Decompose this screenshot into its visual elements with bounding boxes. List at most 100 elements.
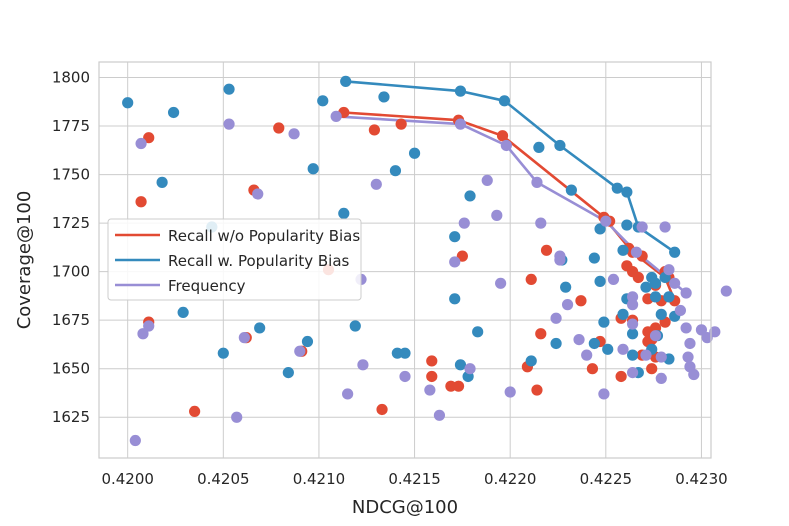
point-frequency xyxy=(617,343,629,355)
point-recall-w-popularity xyxy=(588,337,600,350)
point-recall-w-popularity xyxy=(307,163,319,175)
legend-label-frequency: Frequency xyxy=(168,277,246,295)
point-recall-w-popularity xyxy=(408,147,421,159)
point-frequency xyxy=(600,215,612,227)
point-recall-w-popularity xyxy=(122,97,134,109)
point-frequency xyxy=(129,434,141,447)
point-recall-w-popularity xyxy=(533,141,545,154)
point-recall-wo-popularity xyxy=(496,130,509,142)
point-recall-w-popularity xyxy=(177,306,189,319)
point-frequency xyxy=(581,349,593,361)
point-frequency xyxy=(626,318,639,330)
point-recall-wo-popularity xyxy=(646,363,658,375)
point-frequency xyxy=(535,217,547,229)
y-axis-label: Coverage@100 xyxy=(14,191,35,330)
point-recall-w-popularity xyxy=(454,359,467,371)
grid xyxy=(99,62,711,458)
point-frequency xyxy=(481,174,493,187)
x-tick-label: 0.4225 xyxy=(580,470,633,488)
point-frequency xyxy=(399,370,411,383)
legend-box xyxy=(107,218,362,301)
x-tick-label: 0.4210 xyxy=(293,470,346,488)
point-frequency xyxy=(649,330,662,342)
point-frequency xyxy=(464,363,476,375)
point-recall-w-popularity xyxy=(649,277,662,289)
point-frequency xyxy=(659,221,671,233)
y-tick-label: 1725 xyxy=(52,214,90,232)
point-frequency xyxy=(458,217,470,229)
point-recall-w-popularity xyxy=(617,308,629,320)
point-recall-w-popularity xyxy=(602,343,614,355)
point-frequency xyxy=(573,333,585,346)
point-recall-wo-popularity xyxy=(531,384,543,396)
point-recall-w-popularity xyxy=(626,349,639,361)
point-frequency xyxy=(495,277,507,289)
y-tick-label: 1800 xyxy=(52,69,90,87)
point-recall-w-popularity xyxy=(301,335,314,348)
x-tick-label: 0.4200 xyxy=(101,470,154,488)
point-recall-w-popularity xyxy=(349,320,361,332)
series-frequency-points xyxy=(129,110,732,447)
y-tick-label: 1625 xyxy=(52,408,90,426)
y-axis-ticks: 1625 1650 1675 1700 1725 1750 1775 1800 xyxy=(52,69,90,427)
point-recall-wo-popularity xyxy=(525,273,537,286)
point-recall-wo-popularity xyxy=(426,355,438,367)
point-frequency xyxy=(674,304,687,317)
point-recall-wo-popularity xyxy=(615,370,627,383)
point-recall-wo-popularity xyxy=(586,363,599,375)
point-recall-w-popularity xyxy=(340,75,352,88)
point-recall-w-popularity xyxy=(649,291,662,303)
point-frequency xyxy=(288,128,300,140)
point-frequency xyxy=(491,209,503,221)
point-recall-w-popularity xyxy=(621,219,633,231)
frontier-line-recall-w-popularity xyxy=(345,80,676,254)
x-tick-label: 0.4215 xyxy=(388,470,441,488)
point-frequency xyxy=(701,332,713,344)
point-recall-w-popularity xyxy=(550,337,562,350)
legend-label-recall-wo-popularity: Recall w/o Popularity Bias xyxy=(168,227,360,245)
y-tick-label: 1775 xyxy=(52,117,90,135)
point-recall-wo-popularity xyxy=(575,295,587,307)
x-axis-ticks: 0.4200 0.4205 0.4210 0.4215 0.4220 0.4225 0.42… xyxy=(101,470,727,488)
point-frequency xyxy=(252,188,264,200)
plot-frame xyxy=(98,61,712,459)
point-recall-w-popularity xyxy=(449,293,461,305)
point-recall-wo-popularity xyxy=(189,405,201,418)
point-frequency xyxy=(680,287,692,299)
point-recall-wo-popularity xyxy=(535,328,547,340)
point-frequency xyxy=(640,349,652,361)
point-recall-wo-popularity xyxy=(395,118,407,130)
point-recall-wo-popularity xyxy=(368,124,380,136)
point-recall-w-popularity xyxy=(565,184,577,196)
x-tick-label: 0.4205 xyxy=(197,470,250,488)
point-frequency xyxy=(143,320,155,332)
point-recall-w-popularity xyxy=(167,106,180,119)
y-tick-label: 1700 xyxy=(52,263,90,281)
point-frequency xyxy=(695,324,708,336)
point-frequency xyxy=(433,409,446,421)
point-recall-w-popularity xyxy=(588,252,600,264)
point-recall-w-popularity xyxy=(621,186,633,198)
point-recall-w-popularity xyxy=(472,326,484,338)
point-frequency xyxy=(357,359,369,371)
point-frequency xyxy=(684,337,696,350)
point-recall-wo-popularity xyxy=(426,370,438,383)
point-frequency xyxy=(554,254,566,266)
point-recall-w-popularity xyxy=(611,182,623,194)
point-recall-w-popularity xyxy=(464,190,476,202)
point-recall-w-popularity xyxy=(598,316,610,328)
point-frequency xyxy=(688,368,700,381)
x-axis-label: NDCG@100 xyxy=(352,497,458,518)
point-recall-wo-popularity xyxy=(445,380,457,392)
point-frequency xyxy=(550,312,562,324)
point-frequency xyxy=(669,277,681,289)
point-frequency xyxy=(663,264,675,276)
point-frequency xyxy=(135,137,147,150)
point-recall-w-popularity xyxy=(663,291,675,303)
legend-label-recall-w-popularity: Recall w. Popularity Bias xyxy=(168,252,350,270)
point-frequency xyxy=(598,388,610,400)
point-recall-w-popularity xyxy=(655,308,667,320)
point-recall-w-popularity xyxy=(594,275,606,287)
point-recall-w-popularity xyxy=(389,165,402,177)
point-frequency xyxy=(626,366,639,379)
